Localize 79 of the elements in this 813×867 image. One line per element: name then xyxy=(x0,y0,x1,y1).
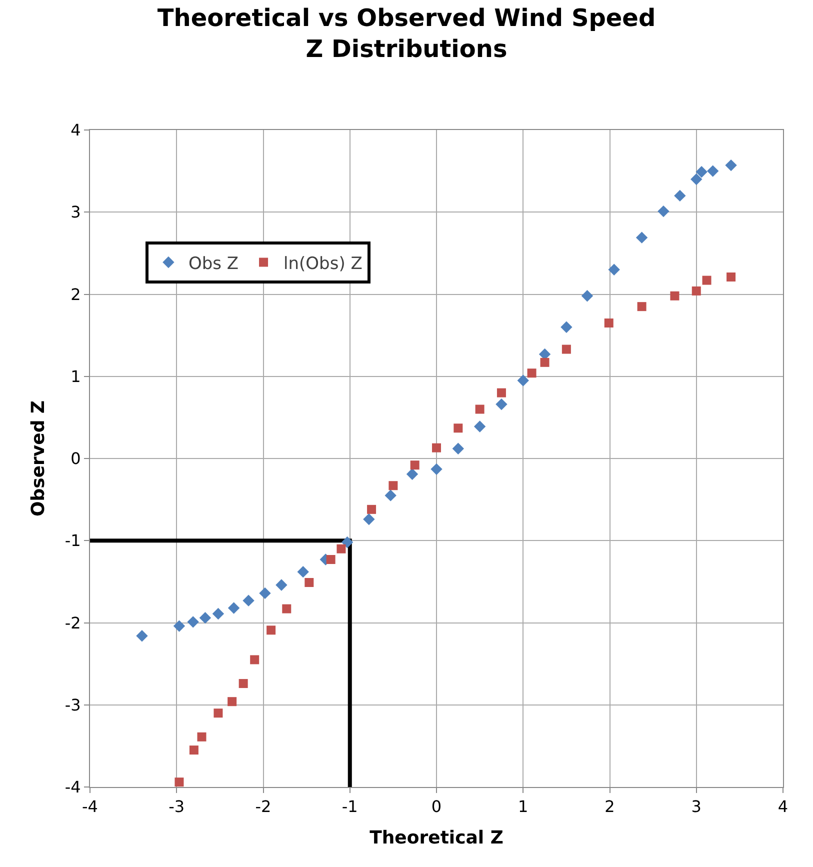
y-tick-label: -4 xyxy=(64,778,81,797)
point xyxy=(266,626,276,635)
point xyxy=(725,159,737,172)
point xyxy=(474,420,486,432)
point xyxy=(581,290,594,302)
point xyxy=(604,318,614,328)
y-tick-label: -2 xyxy=(64,613,81,632)
point xyxy=(238,679,248,688)
legend-label: ln(Obs) Z xyxy=(284,254,362,274)
point xyxy=(259,587,271,600)
y-tick-label: 3 xyxy=(70,202,81,222)
y-axis-title: Observed Z xyxy=(28,400,50,517)
x-tick-label: -3 xyxy=(168,797,185,816)
point xyxy=(702,276,712,285)
point xyxy=(214,708,223,718)
legend-label: Obs Z xyxy=(188,254,239,274)
x-tick-label: 3 xyxy=(691,797,702,816)
point xyxy=(636,232,648,244)
y-tick-label: 1 xyxy=(70,366,81,386)
point xyxy=(336,544,346,554)
x-tick-label: 1 xyxy=(518,797,528,816)
point xyxy=(670,291,680,300)
point xyxy=(430,463,442,476)
point xyxy=(696,166,708,178)
point xyxy=(242,594,254,606)
point xyxy=(475,404,484,414)
point xyxy=(608,264,620,276)
x-tick-label: 0 xyxy=(431,797,442,816)
point xyxy=(406,468,418,480)
point xyxy=(304,578,314,588)
point xyxy=(454,424,463,433)
point xyxy=(212,608,224,620)
point xyxy=(174,778,184,787)
point xyxy=(706,165,719,177)
chart-title: Theoretical vs Observed Wind Speed Z Distributions xyxy=(157,4,656,64)
point xyxy=(432,443,441,452)
point xyxy=(540,358,550,367)
point xyxy=(282,604,292,614)
point xyxy=(367,504,376,514)
point xyxy=(562,344,571,354)
point xyxy=(363,513,375,526)
point xyxy=(517,374,529,386)
point xyxy=(187,616,199,628)
point xyxy=(250,655,260,664)
point xyxy=(228,602,240,614)
point xyxy=(527,368,536,378)
point xyxy=(692,286,701,296)
point xyxy=(297,566,309,578)
point xyxy=(173,620,186,632)
x-tick-label: -1 xyxy=(342,797,358,816)
point xyxy=(197,732,206,742)
point xyxy=(276,579,288,591)
point xyxy=(189,746,198,755)
x-tick-label: 2 xyxy=(604,797,615,816)
point xyxy=(228,697,237,706)
y-tick-label: 4 xyxy=(70,120,81,140)
point xyxy=(452,442,464,454)
point xyxy=(658,205,670,218)
point xyxy=(726,272,736,282)
point xyxy=(199,612,212,624)
y-tick-label: 2 xyxy=(70,284,81,304)
y-tick-label: 0 xyxy=(70,449,81,468)
point xyxy=(496,398,508,410)
point xyxy=(384,490,396,502)
point xyxy=(637,302,646,312)
x-axis-title: Theoretical Z xyxy=(370,827,504,848)
x-tick-label: 4 xyxy=(778,797,788,816)
point xyxy=(341,536,354,548)
point xyxy=(674,190,686,202)
point xyxy=(690,173,702,186)
point xyxy=(410,460,420,470)
point xyxy=(496,388,506,398)
y-tick-label: -1 xyxy=(64,531,81,550)
point xyxy=(388,481,398,490)
y-tick-label: -3 xyxy=(64,695,81,714)
x-tick-label: -2 xyxy=(255,797,272,816)
point xyxy=(326,555,336,564)
point xyxy=(560,321,572,333)
point xyxy=(136,630,148,642)
